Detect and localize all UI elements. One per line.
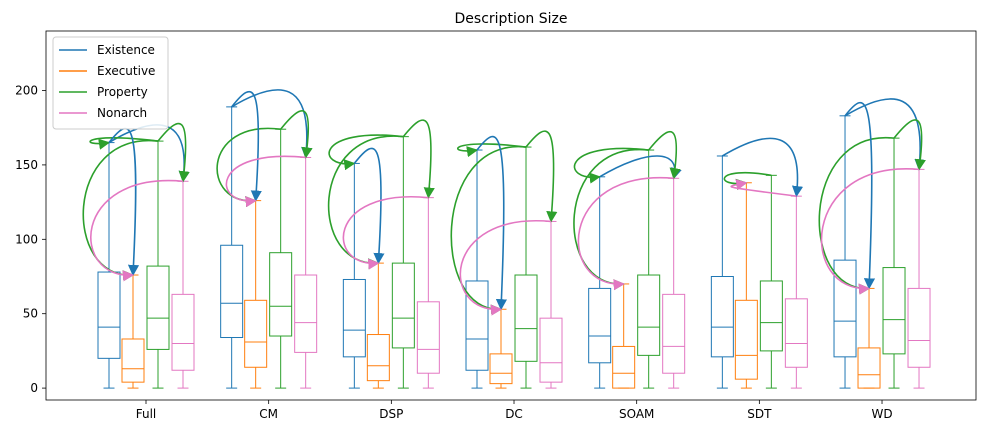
arrow-property-to-nonarch-soam	[648, 131, 681, 180]
legend-label-property: Property	[97, 85, 148, 99]
arrow-property-to-existence-dsp	[328, 134, 404, 171]
box-body	[489, 353, 513, 385]
arrow-existence-to-nonarch-wd	[844, 98, 926, 171]
box-nonarch-dc	[539, 220, 563, 389]
box-body	[784, 298, 808, 368]
arrow-nonarch-to-executive-cm	[225, 155, 306, 208]
arrow-nonarch-to-executive-wd	[820, 168, 920, 295]
legend-label-existence: Existence	[97, 43, 155, 57]
arrow-property-to-executive-dc	[450, 146, 527, 316]
box-executive-soam	[612, 283, 636, 389]
box-body	[662, 293, 686, 374]
arrow-property-to-existence-dc	[457, 143, 527, 158]
legend-label-nonarch: Nonarch	[97, 106, 147, 120]
box-body	[121, 338, 145, 383]
arrow-property-to-nonarch-dsp	[402, 119, 435, 199]
y-tick-label: 50	[23, 307, 38, 321]
x-tick-label: WD	[871, 407, 892, 421]
arrow-existence-to-executive-full	[108, 127, 140, 277]
box-body	[710, 276, 734, 358]
box-body	[833, 259, 857, 358]
arrow-nonarch-to-executive-sdt	[730, 179, 797, 197]
box-body	[882, 267, 906, 355]
arrow-property-to-executive-wd	[818, 137, 895, 295]
arrow-existence-to-executive-wd	[844, 101, 876, 290]
y-tick-label: 0	[30, 381, 38, 395]
box-executive-sdt	[734, 182, 758, 389]
y-tick-label: 150	[15, 158, 38, 172]
box-body	[391, 262, 415, 349]
chart-title: Description Size	[455, 11, 568, 27]
x-tick-label: Full	[136, 407, 157, 421]
arrow-nonarch-to-executive-full	[90, 179, 184, 282]
box-body	[220, 244, 244, 339]
box-body	[171, 293, 195, 371]
box-executive-dsp	[366, 262, 390, 389]
arrow-property-to-nonarch-full	[157, 122, 190, 183]
box-body	[539, 317, 563, 383]
box-body	[97, 271, 121, 359]
box-body	[734, 299, 758, 380]
box-body	[146, 265, 170, 350]
arrow-existence-to-executive-dsp	[353, 147, 385, 265]
box-existence-wd	[833, 115, 857, 389]
box-existence-sdt	[710, 155, 734, 389]
arrow-nonarch-to-executive-dc	[459, 220, 552, 316]
box-body	[465, 280, 489, 371]
x-tick-label: SOAM	[619, 407, 654, 421]
arrow-property-to-executive-full	[82, 140, 159, 282]
box-body	[416, 301, 440, 374]
arrow-existence-to-executive-cm	[231, 90, 262, 202]
legend-box	[52, 36, 169, 130]
box-executive-wd	[857, 287, 881, 389]
box-body	[514, 274, 538, 362]
box-nonarch-cm	[294, 156, 318, 389]
box-body	[907, 287, 931, 368]
box-executive-dc	[489, 308, 513, 389]
arrow-property-to-nonarch-dc	[525, 130, 558, 223]
x-tick-label: DSP	[379, 407, 403, 421]
arrow-property-to-nonarch-wd	[893, 119, 926, 171]
legend-label-executive: Executive	[97, 64, 155, 78]
y-tick-label: 200	[15, 84, 38, 98]
box-body	[588, 287, 612, 364]
box-nonarch-full	[171, 180, 195, 389]
legend: Existence Executive Property Nonarch	[52, 36, 169, 130]
arrow-nonarch-to-executive-dsp	[342, 195, 429, 270]
box-body	[637, 274, 661, 356]
y-tick-label: 100	[15, 232, 38, 246]
plot-frame	[45, 30, 977, 401]
x-tick-label: SDT	[747, 407, 772, 421]
arrow-property-to-nonarch-cm	[280, 110, 313, 159]
arrow-property-to-existence-full	[89, 137, 159, 150]
box-nonarch-dsp	[416, 197, 440, 389]
box-body	[342, 278, 366, 358]
box-property-soam	[637, 149, 661, 389]
box-body	[294, 274, 318, 353]
arrow-existence-to-nonarch-cm	[231, 89, 313, 159]
arrow-property-to-executive-soam	[573, 148, 649, 291]
box-body	[759, 280, 783, 352]
arrow-existence-to-executive-dc	[476, 135, 508, 311]
arrow-nonarch-to-executive-soam	[577, 177, 674, 291]
box-property-wd	[882, 137, 906, 389]
x-tick-label: CM	[259, 407, 278, 421]
box-body	[612, 345, 636, 389]
box-body	[857, 347, 881, 389]
x-tick-label: DC	[505, 407, 523, 421]
arrow-existence-to-nonarch-sdt	[721, 137, 804, 198]
box-existence-cm	[220, 106, 244, 389]
box-body	[269, 252, 293, 337]
box-body	[366, 334, 390, 382]
box-body	[244, 299, 268, 368]
